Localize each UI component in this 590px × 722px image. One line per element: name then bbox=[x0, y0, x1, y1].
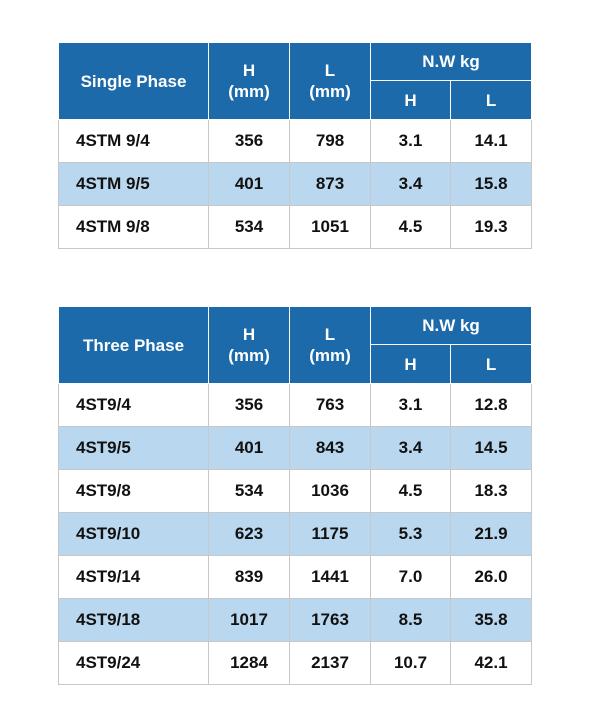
table-cell: 4ST9/5 bbox=[58, 426, 209, 470]
header-unit: (mm) bbox=[309, 346, 351, 365]
header-unit: (mm) bbox=[228, 82, 270, 101]
header-cell: N.W kg bbox=[369, 42, 533, 81]
table-row: 4STM 9/5 401 873 3.4 15.8 bbox=[58, 162, 533, 206]
table-cell: 4ST9/18 bbox=[58, 598, 209, 642]
table-cell: 4ST9/8 bbox=[58, 469, 209, 513]
table-cell: 4ST9/24 bbox=[58, 641, 209, 685]
table-cell: 2137 bbox=[289, 641, 371, 685]
table-cell: 1036 bbox=[289, 469, 371, 513]
data-table: Single Phase H (mm) L (mm) N.W kg H L 4STM 9/4 35… bbox=[58, 42, 533, 249]
table-cell: 19.3 bbox=[449, 205, 533, 249]
header-cell: L bbox=[449, 344, 533, 384]
table-cell: 1051 bbox=[289, 205, 371, 249]
table-cell: 42.1 bbox=[449, 641, 533, 685]
table-row: 4STM 9/8 534 1051 4.5 19.3 bbox=[58, 205, 533, 249]
table-header: Single Phase H (mm) L (mm) N.W kg H L bbox=[58, 42, 533, 120]
table-cell: 4.5 bbox=[370, 469, 451, 513]
table-cell: 356 bbox=[208, 383, 290, 427]
table-cell: 873 bbox=[289, 162, 371, 206]
table-cell: 3.4 bbox=[370, 426, 451, 470]
header-cell: Single Phase bbox=[58, 42, 209, 120]
table-cell: 12.8 bbox=[449, 383, 533, 427]
table-cell: 4.5 bbox=[370, 205, 451, 249]
table-cell: 14.1 bbox=[449, 119, 533, 163]
table-cell: 4STM 9/5 bbox=[58, 162, 209, 206]
table-cell: 4ST9/14 bbox=[58, 555, 209, 599]
table-cell: 26.0 bbox=[449, 555, 533, 599]
table-cell: 8.5 bbox=[370, 598, 451, 642]
table-cell: 763 bbox=[289, 383, 371, 427]
table-cell: 798 bbox=[289, 119, 371, 163]
table-row: 4ST9/5 401 843 3.4 14.5 bbox=[58, 426, 533, 470]
header-text: H bbox=[242, 61, 256, 80]
table-cell: 1441 bbox=[289, 555, 371, 599]
header-cell: H bbox=[370, 80, 451, 120]
header-cell: H (mm) bbox=[208, 306, 290, 384]
table-cell: 7.0 bbox=[370, 555, 451, 599]
table-cell: 1017 bbox=[208, 598, 290, 642]
data-table: Three Phase H (mm) L (mm) N.W kg H L 4ST9/4 356 76… bbox=[58, 306, 533, 685]
header-text: H bbox=[242, 325, 256, 344]
header-cell: H bbox=[370, 344, 451, 384]
table-cell: 3.4 bbox=[370, 162, 451, 206]
table-cell: 1763 bbox=[289, 598, 371, 642]
table-cell: 401 bbox=[208, 426, 290, 470]
header-unit: (mm) bbox=[228, 346, 270, 365]
header-unit: (mm) bbox=[309, 82, 351, 101]
table-cell: 21.9 bbox=[449, 512, 533, 556]
table-cell: 1175 bbox=[289, 512, 371, 556]
table-cell: 35.8 bbox=[449, 598, 533, 642]
header-row: Single Phase H (mm) L (mm) N.W kg bbox=[58, 42, 533, 120]
header-cell: Three Phase bbox=[58, 306, 209, 384]
table-cell: 5.3 bbox=[370, 512, 451, 556]
table-cell: 14.5 bbox=[449, 426, 533, 470]
table-cell: 4STM 9/8 bbox=[58, 205, 209, 249]
header-text: L bbox=[324, 61, 336, 80]
table-cell: 534 bbox=[208, 205, 290, 249]
table-cell: 4STM 9/4 bbox=[58, 119, 209, 163]
table-row: 4ST9/4 356 763 3.1 12.8 bbox=[58, 383, 533, 427]
header-text: L bbox=[324, 325, 336, 344]
table-header: Three Phase H (mm) L (mm) N.W kg H L bbox=[58, 306, 533, 384]
table-cell: 4ST9/10 bbox=[58, 512, 209, 556]
table-cell: 3.1 bbox=[370, 383, 451, 427]
table-row: 4ST9/18 1017 1763 8.5 35.8 bbox=[58, 598, 533, 642]
table-row: 4ST9/8 534 1036 4.5 18.3 bbox=[58, 469, 533, 513]
header-cell: L bbox=[449, 80, 533, 120]
table-cell: 839 bbox=[208, 555, 290, 599]
header-cell: L (mm) bbox=[289, 306, 371, 384]
header-row: Three Phase H (mm) L (mm) N.W kg bbox=[58, 306, 533, 384]
table-cell: 356 bbox=[208, 119, 290, 163]
table-cell: 623 bbox=[208, 512, 290, 556]
table-cell: 3.1 bbox=[370, 119, 451, 163]
table-row: 4ST9/24 1284 2137 10.7 42.1 bbox=[58, 641, 533, 685]
table-cell: 1284 bbox=[208, 641, 290, 685]
table-row: 4ST9/10 623 1175 5.3 21.9 bbox=[58, 512, 533, 556]
table-body: 4ST9/4 356 763 3.1 12.8 4ST9/5 401 843 3.4 14.5 4S… bbox=[58, 383, 533, 685]
table-cell: 401 bbox=[208, 162, 290, 206]
table-cell: 4ST9/4 bbox=[58, 383, 209, 427]
table-cell: 18.3 bbox=[449, 469, 533, 513]
table-row: 4STM 9/4 356 798 3.1 14.1 bbox=[58, 119, 533, 163]
table-cell: 843 bbox=[289, 426, 371, 470]
table-body: 4STM 9/4 356 798 3.1 14.1 4STM 9/5 401 873 3.4 15… bbox=[58, 119, 533, 249]
header-cell: N.W kg bbox=[369, 306, 533, 345]
table-cell: 10.7 bbox=[370, 641, 451, 685]
header-cell: L (mm) bbox=[289, 42, 371, 120]
table-row: 4ST9/14 839 1441 7.0 26.0 bbox=[58, 555, 533, 599]
table-cell: 15.8 bbox=[449, 162, 533, 206]
table-cell: 534 bbox=[208, 469, 290, 513]
header-cell: H (mm) bbox=[208, 42, 290, 120]
